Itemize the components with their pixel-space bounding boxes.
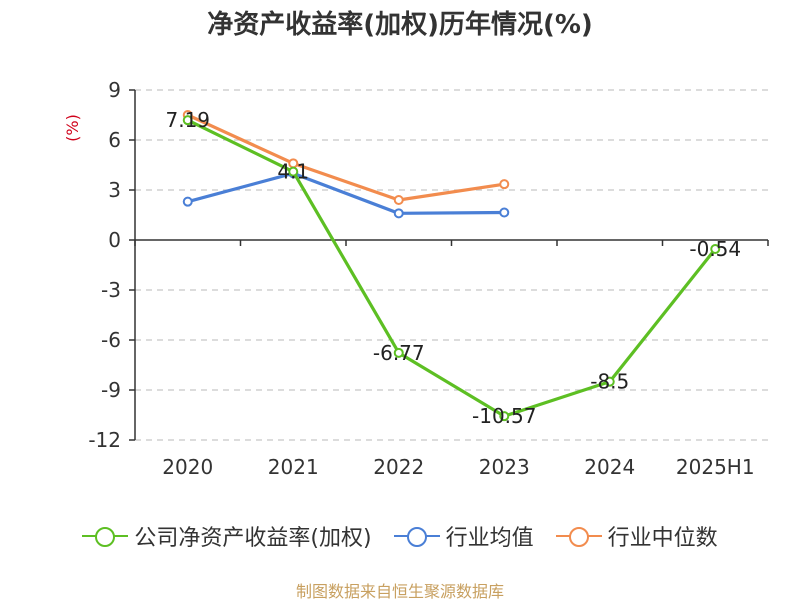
data-point[interactable]	[499, 207, 510, 218]
series-lines	[182, 110, 721, 422]
data-label: 7.19	[165, 108, 210, 132]
y-tick-label: 0	[108, 228, 121, 252]
x-tick-label: 2021	[268, 455, 319, 479]
x-tick-label: 2020	[162, 455, 213, 479]
y-tick-label: 6	[108, 128, 121, 152]
y-unit-label: (%)	[63, 114, 82, 142]
legend-item-company[interactable]: 公司净资产收益率(加权)	[82, 520, 372, 552]
legend-marker-industry-median	[555, 526, 602, 547]
legend-marker-industry-mean	[393, 526, 440, 547]
legend-item-industry-mean[interactable]: 行业均值	[393, 520, 534, 552]
data-point[interactable]	[182, 115, 193, 126]
data-label: -8.5	[590, 370, 629, 394]
legend: 公司净资产收益率(加权) 行业均值 行业中位数	[0, 520, 800, 552]
data-point[interactable]	[393, 347, 404, 358]
data-point[interactable]	[288, 166, 299, 177]
data-labels: 7.19 4.1 -6.77 -10.57 -8.5 -0.54	[165, 108, 741, 428]
legend-label-industry-mean: 行业均值	[445, 526, 534, 551]
legend-label-company: 公司净资产收益率(加权)	[134, 526, 372, 551]
source-note: 制图数据来自恒生聚源数据库	[295, 582, 504, 601]
chart-title: 净资产收益率(加权)历年情况(%)	[207, 10, 593, 40]
y-tick-label: -6	[101, 328, 121, 352]
x-tick-label: 2022	[373, 455, 424, 479]
legend-label-industry-median: 行业中位数	[607, 526, 718, 551]
y-tick-label: 9	[108, 78, 121, 102]
line-chart: 9 6 3 0 -3 -6 -9 -12 2020 2021 2022 2023 2024 2025H1 (…	[63, 78, 769, 479]
series-line-0	[187, 118, 717, 418]
data-point[interactable]	[393, 195, 404, 205]
x-tick-label: 2023	[479, 455, 530, 479]
data-label: -6.77	[373, 341, 425, 365]
y-tick-label: -9	[101, 378, 121, 402]
axes: 9 6 3 0 -3 -6 -9 -12 2020 2021 2022 2023 2024 2025H1 (…	[63, 78, 769, 479]
data-point[interactable]	[393, 208, 404, 219]
legend-marker-company	[82, 526, 129, 547]
data-point[interactable]	[499, 411, 510, 422]
y-tick-label: -3	[101, 278, 121, 302]
y-tick-label: -12	[88, 428, 121, 452]
data-point[interactable]	[499, 179, 510, 190]
x-tick-label: 2025H1	[676, 455, 755, 479]
legend-item-industry-median[interactable]: 行业中位数	[555, 520, 718, 552]
series-line-1	[187, 171, 505, 215]
data-point[interactable]	[182, 196, 193, 207]
data-label: 4.1	[277, 160, 309, 184]
series-line-2	[187, 113, 505, 202]
y-tick-label: 3	[108, 178, 121, 202]
data-label: -10.57	[472, 404, 536, 428]
data-label: -0.54	[689, 237, 741, 261]
x-tick-label: 2024	[584, 455, 635, 479]
data-point[interactable]	[604, 376, 615, 387]
data-point[interactable]	[710, 244, 721, 254]
